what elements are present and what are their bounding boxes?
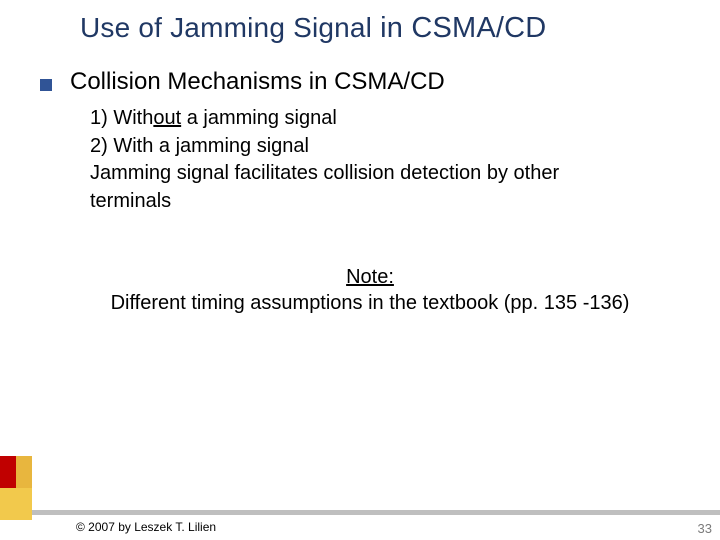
line1-pre: 1) With [90, 107, 153, 129]
line1-post: a jamming signal [181, 107, 337, 129]
slide: Use of Jamming Signal in CSMA/CD Collisi… [0, 0, 720, 540]
title-part2: in CSMA/CD [380, 12, 546, 44]
bullet-icon [40, 79, 52, 91]
body-line-1: 1) Without a jamming signal [90, 106, 690, 132]
deco-red-cell [0, 456, 16, 488]
note-block: Note: Different timing assumptions in th… [40, 264, 700, 316]
corner-decoration [0, 456, 32, 520]
deco-gold-cell-top [16, 456, 32, 488]
heading-text: Collision Mechanisms in CSMA/CD [70, 68, 445, 96]
body-line-4: terminals [90, 189, 690, 215]
footer-bar [30, 510, 720, 515]
body-line-3: Jamming signal facilitates collision det… [90, 161, 690, 187]
page-number: 33 [698, 521, 712, 536]
note-text: Different timing assumptions in the text… [40, 290, 700, 316]
line1-underline: out [153, 107, 181, 129]
title-part1: Use of Jamming Signal [80, 12, 380, 43]
slide-title: Use of Jamming Signal in CSMA/CD [80, 12, 690, 45]
deco-gold-cell-bottom [0, 488, 32, 520]
body-line-2: 2) With a jamming signal [90, 134, 690, 160]
deco-top-row [0, 456, 32, 488]
note-label: Note: [40, 264, 700, 290]
copyright-text: © 2007 by Leszek T. Lilien [76, 520, 216, 534]
heading-row: Collision Mechanisms in CSMA/CD [40, 68, 690, 96]
body-text: 1) Without a jamming signal 2) With a ja… [90, 106, 690, 216]
